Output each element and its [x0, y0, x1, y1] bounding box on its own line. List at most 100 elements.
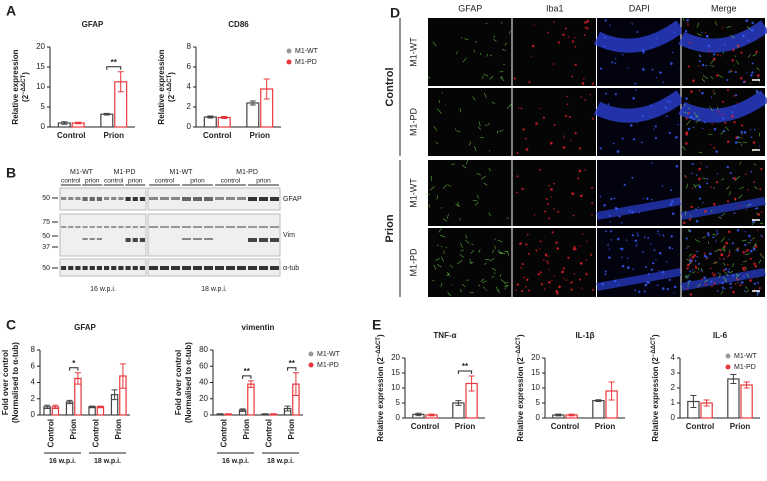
micrograph-feature: [716, 232, 719, 235]
micrograph-feature: [613, 279, 617, 283]
blot-band: [82, 266, 88, 270]
micrograph-feature: [657, 230, 659, 233]
micrograph-feature: [694, 265, 697, 268]
blot-band: [61, 226, 67, 228]
y-tick-label: 40: [199, 378, 208, 387]
micrograph-feature: [506, 103, 513, 109]
micrograph-feature: [693, 254, 697, 257]
micrograph-feature: [636, 243, 638, 245]
blot-band: [61, 266, 67, 270]
micrograph-feature: [751, 62, 754, 65]
micrograph-feature: [631, 23, 633, 25]
micrograph-feature: [727, 270, 730, 273]
bar: [727, 378, 740, 419]
x-tick-label: Control: [46, 419, 55, 447]
blot-protein: α-tub: [283, 265, 299, 272]
micrograph-feature: [707, 234, 710, 237]
micrograph-feature: [755, 89, 759, 93]
micrograph-feature: [579, 194, 583, 198]
micrograph-feature: [749, 257, 752, 260]
micrograph-feature: [731, 111, 734, 114]
micrograph-feature: [685, 131, 689, 135]
micrograph-feature: [447, 292, 452, 297]
micrograph-feature: [488, 212, 492, 217]
blot-band: [259, 238, 268, 242]
micrograph-feature: [710, 280, 713, 283]
blot-band: [96, 238, 102, 240]
micrograph-feature: [427, 75, 431, 80]
micrograph-feature: [501, 49, 506, 51]
micrograph-feature: [515, 289, 517, 292]
micrograph-feature: [653, 249, 656, 252]
micrograph-feature: [689, 257, 691, 260]
blot-band: [89, 266, 95, 270]
micrograph-feature: [692, 187, 694, 190]
micrograph-feature: [659, 234, 661, 236]
micrograph-feature: [733, 177, 737, 180]
micrograph-feature: [460, 242, 463, 248]
micrograph-feature: [697, 206, 700, 209]
micrograph-feature: [586, 240, 588, 242]
micrograph-feature: [483, 92, 487, 98]
panel-label: B: [6, 165, 16, 181]
error-bar: [66, 399, 73, 405]
micrograph-feature: [591, 82, 594, 85]
micrograph-feature: [429, 186, 435, 191]
micrograph-feature: [730, 70, 733, 73]
micrograph-feature: [661, 270, 665, 274]
blot-band: [75, 226, 81, 228]
chart-title: vimentin: [242, 323, 275, 332]
micrograph-feature: [433, 264, 437, 270]
micrograph-feature: [703, 252, 706, 255]
micrograph-feature: [687, 228, 690, 232]
blot-band: [204, 197, 213, 201]
x-tick-label: Control: [551, 422, 579, 431]
micrograph-feature: [631, 234, 634, 237]
blot-protein: Vim: [283, 232, 295, 239]
blot-condition: prion: [190, 178, 205, 185]
micrograph-feature: [728, 251, 731, 254]
micrograph-feature: [567, 36, 570, 38]
micrograph-feature: [685, 97, 688, 100]
error-bar: [221, 116, 228, 119]
micrograph-feature: [650, 198, 653, 201]
micrograph-feature: [702, 201, 704, 204]
blot-band: [75, 197, 81, 200]
micrograph-feature: [743, 275, 745, 278]
micrograph-feature: [564, 27, 567, 30]
micrograph-feature: [734, 141, 738, 144]
micrograph-feature: [685, 247, 688, 249]
micrograph-feature: [584, 21, 587, 24]
blot-band: [82, 238, 88, 240]
error-bar: [117, 71, 124, 93]
y-tick-label: 10: [36, 82, 45, 91]
micrograph-feature: [675, 135, 678, 139]
legend-marker: [308, 362, 314, 368]
micrograph-feature: [724, 121, 727, 124]
micrograph-feature: [722, 289, 724, 291]
micrograph-feature: [728, 70, 731, 74]
x-tick-label: Control: [57, 131, 85, 140]
micrograph-feature: [662, 234, 664, 236]
micrograph-feature: [751, 71, 754, 74]
micrograph-feature: [730, 34, 735, 39]
micrograph-feature: [671, 200, 674, 203]
micrograph-group: Prion: [384, 214, 396, 242]
y-tick-label: 4: [187, 82, 192, 91]
micrograph-feature: [721, 246, 724, 251]
micrograph-feature: [683, 103, 686, 106]
blot-band: [237, 226, 246, 228]
blot-band: [132, 197, 138, 201]
micrograph-feature: [620, 247, 624, 251]
blot-band: [193, 197, 202, 201]
micrograph-feature: [742, 266, 745, 270]
micrograph-feature: [562, 135, 565, 137]
blot-strip: [59, 213, 147, 257]
blot-condition: control: [155, 178, 175, 185]
micrograph-feature: [638, 211, 641, 214]
blot-band: [259, 266, 268, 270]
micrograph-feature: [537, 273, 540, 276]
micrograph-feature: [698, 197, 702, 200]
micrograph-feature: [494, 272, 496, 275]
micrograph-feature: [478, 284, 481, 287]
